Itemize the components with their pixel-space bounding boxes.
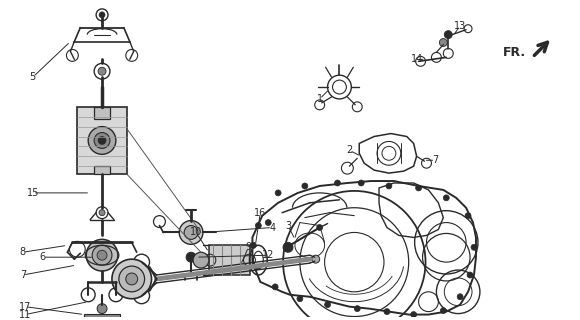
Circle shape <box>97 304 107 314</box>
Circle shape <box>384 308 390 315</box>
Circle shape <box>440 39 447 46</box>
Circle shape <box>358 180 364 186</box>
Circle shape <box>471 244 477 250</box>
Circle shape <box>119 266 144 292</box>
Circle shape <box>411 312 416 317</box>
Circle shape <box>272 284 278 290</box>
Circle shape <box>99 12 105 18</box>
Bar <box>94 107 110 119</box>
Text: 13: 13 <box>454 21 466 31</box>
Circle shape <box>179 220 203 244</box>
Text: 10: 10 <box>190 228 202 237</box>
Circle shape <box>186 252 196 262</box>
Circle shape <box>312 255 320 263</box>
Circle shape <box>184 226 198 239</box>
Circle shape <box>112 259 151 299</box>
Circle shape <box>253 264 259 270</box>
Bar <box>209 245 251 275</box>
Circle shape <box>302 183 308 189</box>
Text: 4: 4 <box>269 222 276 233</box>
Text: 12: 12 <box>262 250 274 260</box>
Circle shape <box>283 242 293 252</box>
Circle shape <box>416 185 422 191</box>
Circle shape <box>92 245 112 265</box>
Circle shape <box>354 306 360 312</box>
Circle shape <box>443 195 450 201</box>
Circle shape <box>325 302 331 308</box>
Text: 2: 2 <box>346 145 353 155</box>
Circle shape <box>251 242 256 248</box>
Text: 5: 5 <box>30 72 36 82</box>
Circle shape <box>467 272 473 278</box>
Text: 1: 1 <box>317 94 322 104</box>
Circle shape <box>99 210 105 216</box>
Circle shape <box>97 250 107 260</box>
Circle shape <box>335 180 340 186</box>
Circle shape <box>386 183 392 189</box>
Bar <box>94 166 110 174</box>
Text: FR.: FR. <box>503 46 526 59</box>
Text: 9: 9 <box>245 242 252 252</box>
Text: 16: 16 <box>254 208 266 218</box>
Text: 15: 15 <box>27 188 39 198</box>
Text: 8: 8 <box>20 247 26 257</box>
Circle shape <box>440 308 446 314</box>
Circle shape <box>275 190 281 196</box>
Text: 11: 11 <box>19 309 31 320</box>
Bar <box>84 314 120 320</box>
Circle shape <box>297 296 303 302</box>
Circle shape <box>265 220 271 226</box>
Circle shape <box>98 137 106 144</box>
Circle shape <box>238 264 244 270</box>
Text: 7: 7 <box>432 155 438 165</box>
Circle shape <box>126 273 137 285</box>
Circle shape <box>98 67 106 75</box>
Circle shape <box>457 294 463 300</box>
Circle shape <box>86 239 118 271</box>
Circle shape <box>255 223 262 228</box>
Circle shape <box>88 127 116 154</box>
Bar <box>77 107 127 174</box>
Text: 14: 14 <box>411 54 423 64</box>
Circle shape <box>444 31 452 39</box>
Text: 17: 17 <box>19 302 31 312</box>
Text: 6: 6 <box>39 252 46 262</box>
Circle shape <box>465 213 471 219</box>
Circle shape <box>317 225 322 230</box>
Circle shape <box>94 132 110 148</box>
Text: 7: 7 <box>20 270 26 280</box>
Text: 3: 3 <box>285 220 291 230</box>
Circle shape <box>193 252 209 268</box>
